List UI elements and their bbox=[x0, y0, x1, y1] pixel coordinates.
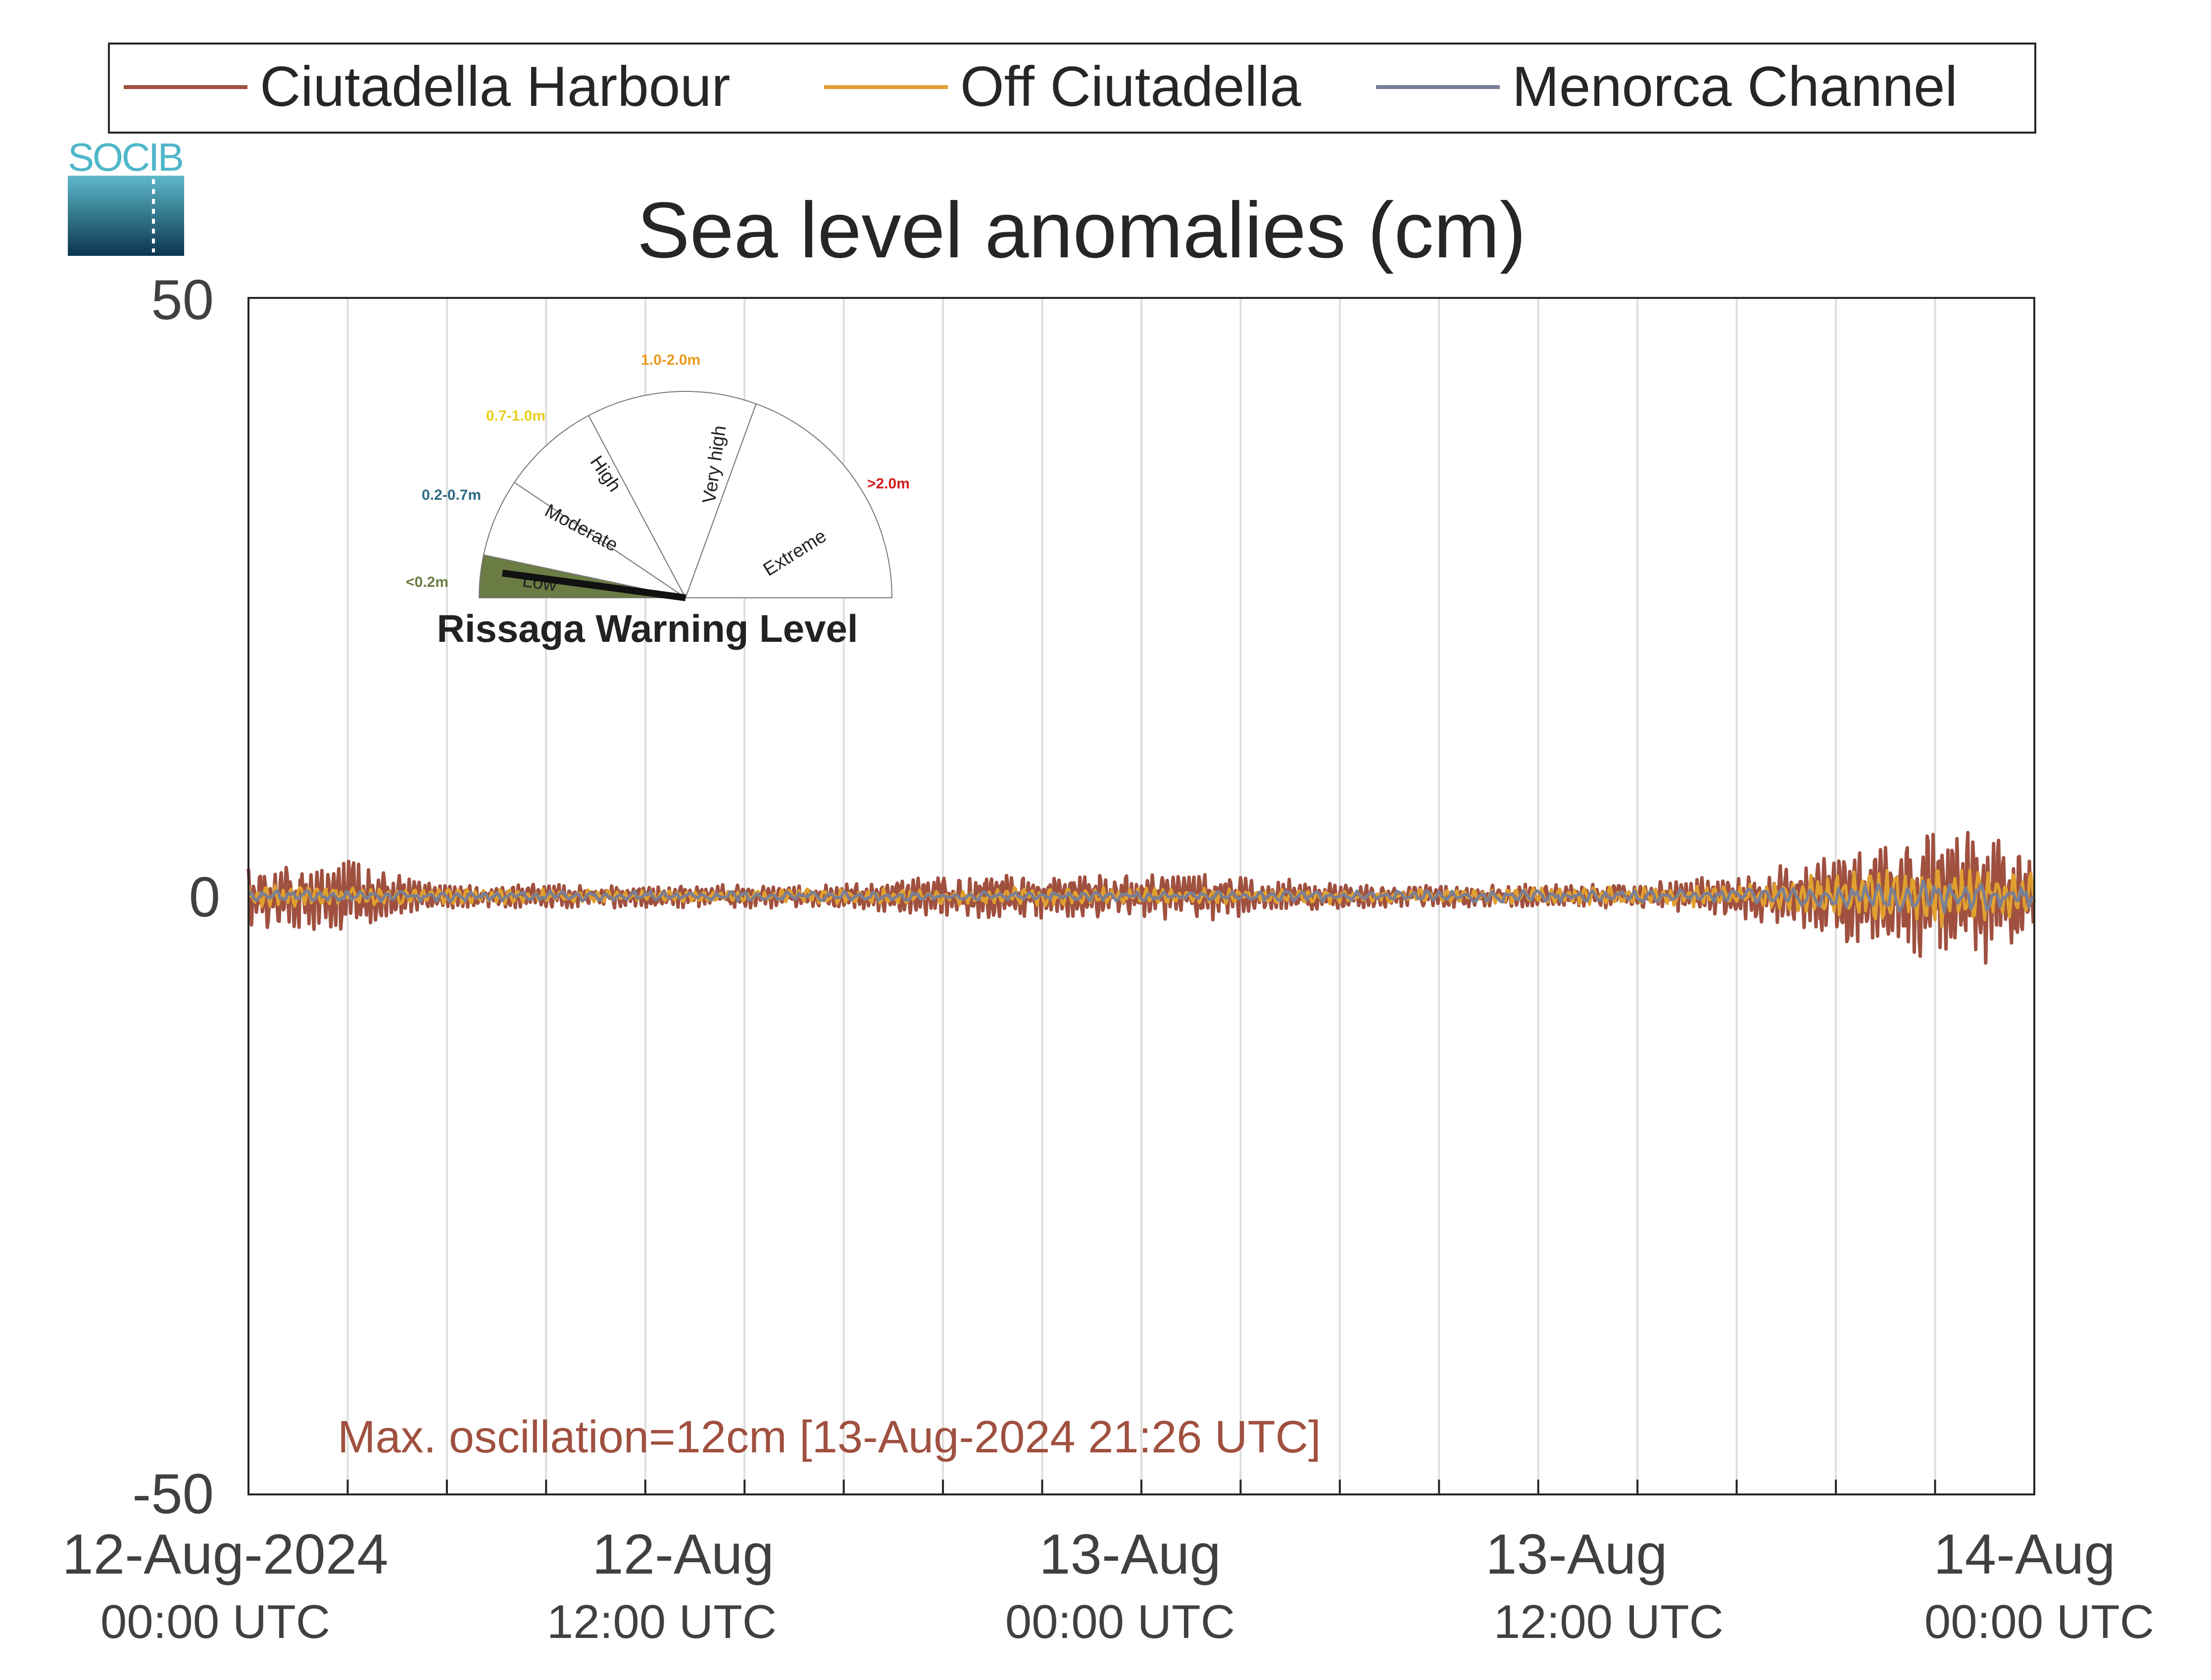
plot-area bbox=[246, 297, 2036, 1495]
socib-logo-block bbox=[68, 176, 184, 256]
gauge-range-very-high: 1.0-2.0m bbox=[641, 352, 700, 368]
socib-logo: SOCIB bbox=[68, 135, 184, 256]
series-layer bbox=[246, 831, 2036, 965]
max-oscillation-annotation: Max. oscillation=12cm [13-Aug-2024 21:26… bbox=[338, 1412, 1321, 1462]
socib-logo-text: SOCIB bbox=[68, 135, 184, 179]
x-tick-sublabel-4: 00:00 UTC bbox=[1924, 1595, 2154, 1648]
chart-title: Sea level anomalies (cm) bbox=[637, 186, 1526, 274]
legend-label-series-2: Menorca Channel bbox=[1512, 55, 1958, 118]
x-tick-label-2: 13-Aug bbox=[1039, 1523, 1221, 1586]
legend: Ciutadella Harbour Off Ciutadella Menorc… bbox=[108, 43, 2036, 134]
x-tick-sublabel-3: 12:00 UTC bbox=[1494, 1595, 1723, 1648]
x-tick-sublabel-2: 00:00 UTC bbox=[1005, 1595, 1235, 1648]
gauge-title: Rissaga Warning Level bbox=[437, 607, 858, 650]
y-tick-label-top: 50 bbox=[151, 269, 214, 332]
y-tick-label-bottom: -50 bbox=[132, 1463, 214, 1526]
x-tick-label-3: 13-Aug bbox=[1485, 1523, 1668, 1586]
legend-box bbox=[108, 43, 2036, 134]
x-tick-label-4: 14-Aug bbox=[1933, 1523, 2115, 1586]
legend-label-series-0: Ciutadella Harbour bbox=[260, 55, 731, 118]
legend-label-series-1: Off Ciutadella bbox=[960, 55, 1301, 118]
series-line-0 bbox=[246, 831, 2035, 965]
x-tick-label-0: 12-Aug-2024 bbox=[62, 1523, 388, 1586]
gauge-range-extreme: >2.0m bbox=[867, 476, 910, 492]
x-tick-sublabel-0: 00:00 UTC bbox=[100, 1595, 330, 1648]
gauge-needle bbox=[502, 570, 686, 601]
gauge-range-high: 0.7-1.0m bbox=[486, 408, 545, 424]
rissaga-gauge: Low Moderate High Very high Extreme <0.2… bbox=[406, 352, 910, 650]
gauge-sector-extreme bbox=[685, 403, 893, 598]
gauge-range-low: <0.2m bbox=[406, 574, 448, 590]
x-tick-sublabel-1: 12:00 UTC bbox=[547, 1595, 777, 1648]
gauge-sector-moderate bbox=[483, 481, 686, 598]
x-tick-label-1: 12-Aug bbox=[592, 1523, 774, 1586]
series-line-2 bbox=[247, 879, 2036, 914]
gauge-sector-high bbox=[513, 415, 686, 598]
gauge-sector-very-high bbox=[588, 390, 757, 599]
gauge-range-moderate: 0.2-0.7m bbox=[422, 487, 481, 503]
y-tick-label-middle: 0 bbox=[189, 866, 220, 929]
x-tick-marks bbox=[346, 1480, 1936, 1494]
